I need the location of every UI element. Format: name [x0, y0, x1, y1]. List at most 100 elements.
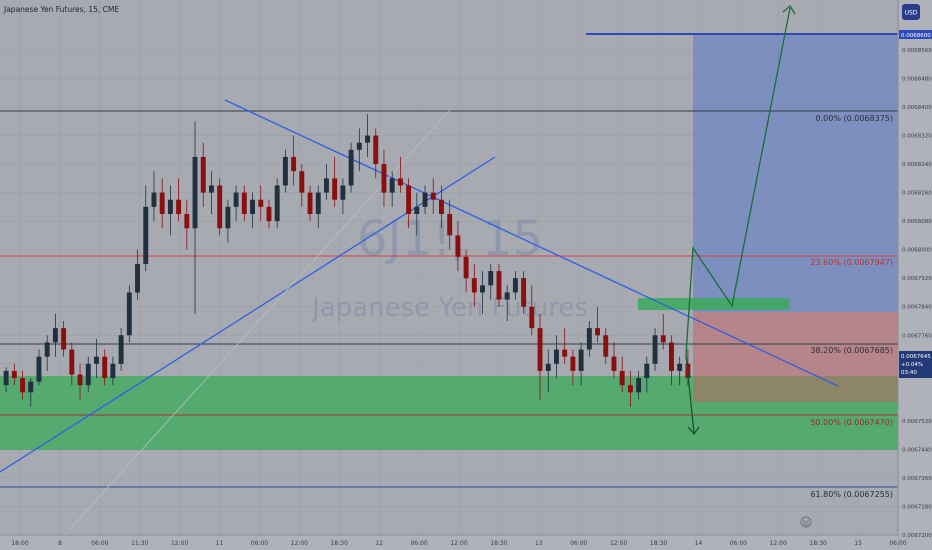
- time-tick-label: 06:00: [730, 540, 747, 547]
- candle-body: [447, 214, 453, 236]
- candle-body: [406, 185, 412, 214]
- descending-trendline[interactable]: [224, 99, 839, 387]
- candle-body: [389, 178, 395, 193]
- candle-body: [192, 156, 198, 229]
- currency-label: USD: [905, 10, 918, 17]
- candle-body: [332, 178, 338, 200]
- target-price-label: 0.0068600: [901, 33, 931, 39]
- current-price-tag: [899, 351, 932, 378]
- candle-body: [512, 278, 518, 293]
- price-tick-label: 0.0068000: [902, 248, 932, 254]
- candle-body: [397, 178, 403, 186]
- time-tick-label: 13: [535, 540, 543, 547]
- price-axis[interactable]: [898, 0, 932, 550]
- candle-body: [291, 156, 297, 172]
- candle-body: [209, 185, 214, 193]
- scroll-to-realtime-icon[interactable]: [800, 516, 812, 528]
- candle-body: [570, 356, 576, 371]
- candle-body: [496, 271, 502, 300]
- time-tick-label: 06:00: [570, 540, 587, 547]
- candle-body: [126, 292, 132, 336]
- candle-body: [480, 285, 485, 293]
- candle-body: [217, 185, 223, 229]
- current-price-value: 0.0067645: [901, 354, 931, 360]
- take-profit-zone: [693, 35, 898, 312]
- candle-body: [11, 370, 17, 379]
- candle-body: [356, 142, 362, 150]
- time-tick-label: 12:00: [450, 540, 467, 547]
- candle-body: [677, 363, 683, 371]
- fib-label-50: 50.00% (0.0067470): [810, 418, 893, 427]
- candle-body: [660, 335, 666, 343]
- current-price-countdown: 03:40: [901, 370, 917, 376]
- time-tick-label: 18:30: [490, 540, 507, 547]
- time-axis[interactable]: [0, 535, 898, 550]
- price-tick-label: 0.0068160: [902, 191, 932, 197]
- time-tick-label: 06:00: [410, 540, 427, 547]
- candle-body: [373, 135, 379, 165]
- candle-body: [348, 149, 354, 186]
- fib-label-61: 61.80% (0.0067255): [810, 490, 893, 499]
- price-tick-label: 0.0068320: [902, 134, 932, 140]
- price-tick-label: 0.0067920: [902, 276, 932, 282]
- time-tick-label: 06:00: [251, 540, 268, 547]
- candle-body: [28, 381, 34, 393]
- candle-body: [430, 192, 436, 200]
- price-tick-label: 0.0067200: [902, 533, 932, 539]
- candle-body: [184, 214, 190, 229]
- time-tick-label: 12:00: [171, 540, 188, 547]
- candle-body: [619, 370, 625, 386]
- small-green-zone: [638, 298, 790, 310]
- stop-loss-zone: [693, 312, 898, 402]
- price-tick-label: 0.0067760: [902, 333, 932, 339]
- price-tick-label: 0.0067360: [902, 476, 932, 482]
- candle-body: [266, 206, 272, 222]
- candle-body: [636, 378, 642, 393]
- candle-body: [611, 356, 617, 371]
- candle-body: [381, 164, 387, 193]
- time-tick-label: 12:00: [610, 540, 627, 547]
- price-tick-label: 0.0067280: [902, 504, 932, 510]
- candle-body: [225, 206, 231, 229]
- candle-body: [167, 199, 173, 214]
- time-tick-label: 18:00: [11, 540, 28, 547]
- candle-body: [463, 256, 469, 279]
- currency-badge[interactable]: [902, 4, 920, 20]
- candle-body: [554, 349, 559, 364]
- ascending-trendline[interactable]: [0, 156, 496, 473]
- bullish-arrow-head: [782, 5, 796, 15]
- candle-body: [274, 185, 280, 222]
- candle-body: [258, 199, 264, 207]
- candle-body: [455, 235, 461, 257]
- candle-body: [595, 328, 600, 336]
- price-tick-label: 0.0067520: [902, 419, 932, 425]
- candle-body: [414, 206, 420, 214]
- time-tick-label: 06:00: [889, 540, 906, 547]
- candle-body: [52, 328, 58, 343]
- fib-label-0: 0.00% (0.0068375): [816, 114, 893, 123]
- candle-body: [250, 199, 255, 214]
- price-tick-label: 0.0068560: [902, 48, 932, 54]
- time-tick-label: 8: [58, 540, 62, 547]
- current-price-change: +0.04%: [901, 362, 923, 368]
- candle-body: [578, 349, 584, 371]
- candle-body: [299, 171, 305, 193]
- candle-body: [562, 349, 568, 357]
- time-tick-label: 06:00: [91, 540, 108, 547]
- candle-body: [545, 363, 551, 371]
- candle-body: [644, 363, 650, 379]
- time-tick-label: 18:30: [810, 540, 827, 547]
- candle-body: [69, 349, 75, 375]
- candle-body: [94, 356, 99, 364]
- time-tick-label: 15: [854, 540, 862, 547]
- candle-body: [61, 328, 67, 350]
- candle-body: [521, 278, 527, 307]
- time-tick-label: 11: [216, 540, 224, 547]
- price-tick-label: 0.0067840: [902, 305, 932, 311]
- candle-body: [159, 192, 165, 214]
- price-tick-label: 0.0067440: [902, 447, 932, 453]
- candle-body: [151, 192, 157, 207]
- candle-body: [85, 363, 91, 386]
- time-tick-label: 18:30: [331, 540, 348, 547]
